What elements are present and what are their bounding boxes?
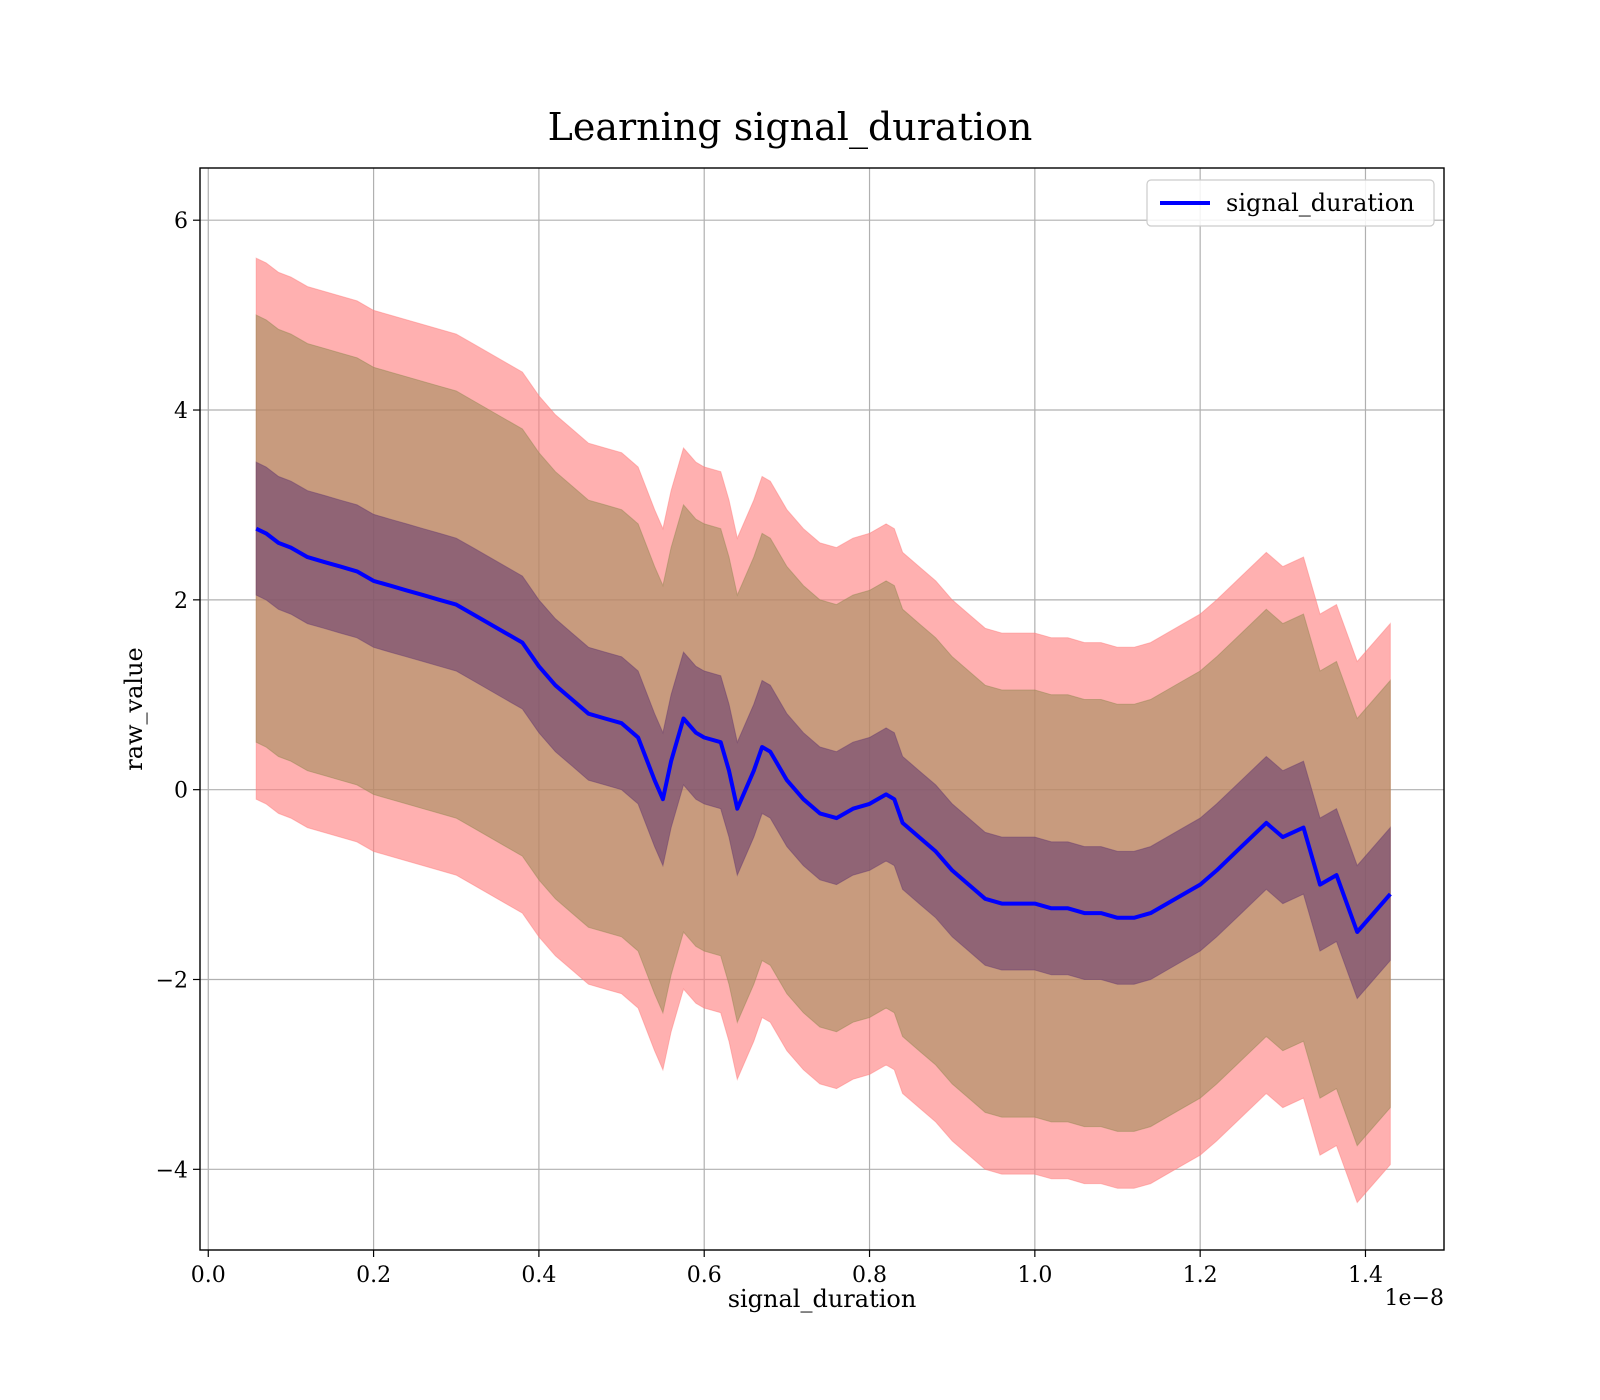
y-tick-label: 2	[174, 589, 188, 614]
series-line-signal-duration	[255, 526, 1392, 934]
y-tick-label: −2	[156, 969, 188, 994]
y-tick-label: 4	[174, 399, 188, 424]
legend-box	[1146, 179, 1435, 227]
y-tick-label: 6	[174, 209, 188, 234]
x-tick-label: 0.4	[521, 1263, 556, 1288]
x-tick-label: 1.4	[1348, 1263, 1383, 1288]
band-inner	[255, 461, 1391, 1000]
chart-title: Learning signal_duration	[548, 105, 1033, 150]
x-tick-label: 0.0	[191, 1263, 226, 1288]
y-tick-label: −4	[156, 1158, 188, 1183]
plot-frame	[199, 167, 1445, 1251]
confidence-bands	[255, 257, 1391, 1204]
x-tick-label: 0.8	[852, 1263, 887, 1288]
x-tick-label: 0.2	[356, 1263, 391, 1288]
legend-label: signal_duration	[1226, 189, 1415, 217]
y-tick-label: 0	[174, 779, 188, 804]
x-tick-label: 0.6	[687, 1263, 722, 1288]
legend: signal_duration	[1146, 179, 1435, 227]
y-axis-label: raw_value	[120, 647, 148, 771]
band-middle	[255, 314, 1391, 1147]
axis-ticks: 0.0 0.2 0.4 0.6 0.8 1.0 1.2 1.4 −4 −2 0 2 4 6	[156, 209, 1383, 1288]
x-tick-label: 1.0	[1017, 1263, 1052, 1288]
x-axis-label: signal_duration	[728, 1285, 917, 1313]
x-tick-label: 1.2	[1183, 1263, 1218, 1288]
series-lines	[255, 526, 1392, 934]
x-axis-multiplier: 1e−8	[1385, 1286, 1444, 1311]
